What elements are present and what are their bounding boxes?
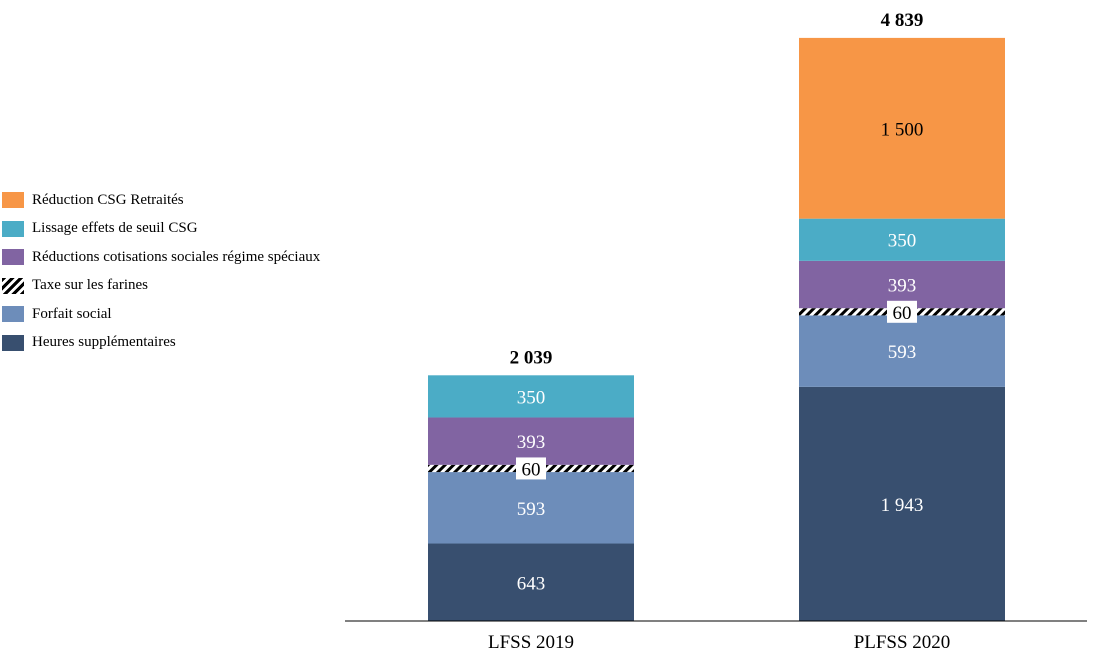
data-label-1-3: 393 <box>888 276 917 297</box>
data-label-1-0: 1 943 <box>881 495 924 516</box>
labels-group: 643 593 60 393 350 2 039 LFSS 2019 1 943 593 60 39… <box>488 10 950 653</box>
data-label-bg-1-2 <box>887 300 917 323</box>
legend-swatch-0 <box>2 192 24 209</box>
data-label-1-4: 350 <box>888 231 917 252</box>
legend-item-5: Heures supplémentaires <box>2 329 402 358</box>
legend-label-3: Taxe sur les farines <box>32 277 148 294</box>
data-label-1-1: 593 <box>888 342 917 363</box>
data-label-1-2: 60 <box>893 303 912 324</box>
chart-legend: Réduction CSG Retraités Lissage effets de… <box>2 186 402 357</box>
bar-segment-0-4 <box>428 375 634 418</box>
bar-segment-1-3 <box>799 260 1005 309</box>
bar-segment-0-0 <box>428 543 634 621</box>
legend-swatch-1 <box>2 220 24 237</box>
bar-segment-1-5 <box>799 37 1005 219</box>
category-label-1: PLFSS 2020 <box>854 632 951 653</box>
bar-segment-1-4 <box>799 218 1005 261</box>
legend-item-3: Taxe sur les farines <box>2 272 402 301</box>
legend-swatch-3 <box>2 277 24 294</box>
bar-segment-0-3 <box>428 417 634 465</box>
bar-segment-1-0 <box>799 386 1005 621</box>
category-label-0: LFSS 2019 <box>488 632 574 653</box>
legend-label-0: Réduction CSG Retraités <box>32 191 184 208</box>
bar-segment-1-1 <box>799 315 1005 387</box>
legend-swatch-5 <box>2 334 24 351</box>
legend-label-1: Lissage effets de seuil CSG <box>32 220 198 237</box>
data-label-0-0: 643 <box>517 573 546 594</box>
legend-label-2: Réductions cotisations sociales régime s… <box>32 248 321 265</box>
legend-label-4: Forfait social <box>32 305 112 322</box>
bars-group <box>428 37 1005 621</box>
total-label-0: 2 039 <box>510 347 553 368</box>
legend-swatch-4 <box>2 306 24 323</box>
legend-item-0: Réduction CSG Retraités <box>2 186 402 215</box>
legend-swatch-2 <box>2 249 24 266</box>
data-label-0-2: 60 <box>522 459 541 480</box>
data-label-1-5: 1 500 <box>881 119 924 140</box>
bar-segment-0-1 <box>428 472 634 544</box>
data-label-bg-0-2 <box>516 457 546 480</box>
legend-item-2: Réductions cotisations sociales régime s… <box>2 243 402 272</box>
legend-label-5: Heures supplémentaires <box>32 334 176 351</box>
legend-item-4: Forfait social <box>2 300 402 329</box>
data-label-0-1: 593 <box>517 499 546 520</box>
data-label-0-3: 393 <box>517 432 546 453</box>
data-label-0-4: 350 <box>517 387 546 408</box>
total-label-1: 4 839 <box>881 10 924 31</box>
legend-item-1: Lissage effets de seuil CSG <box>2 215 402 244</box>
